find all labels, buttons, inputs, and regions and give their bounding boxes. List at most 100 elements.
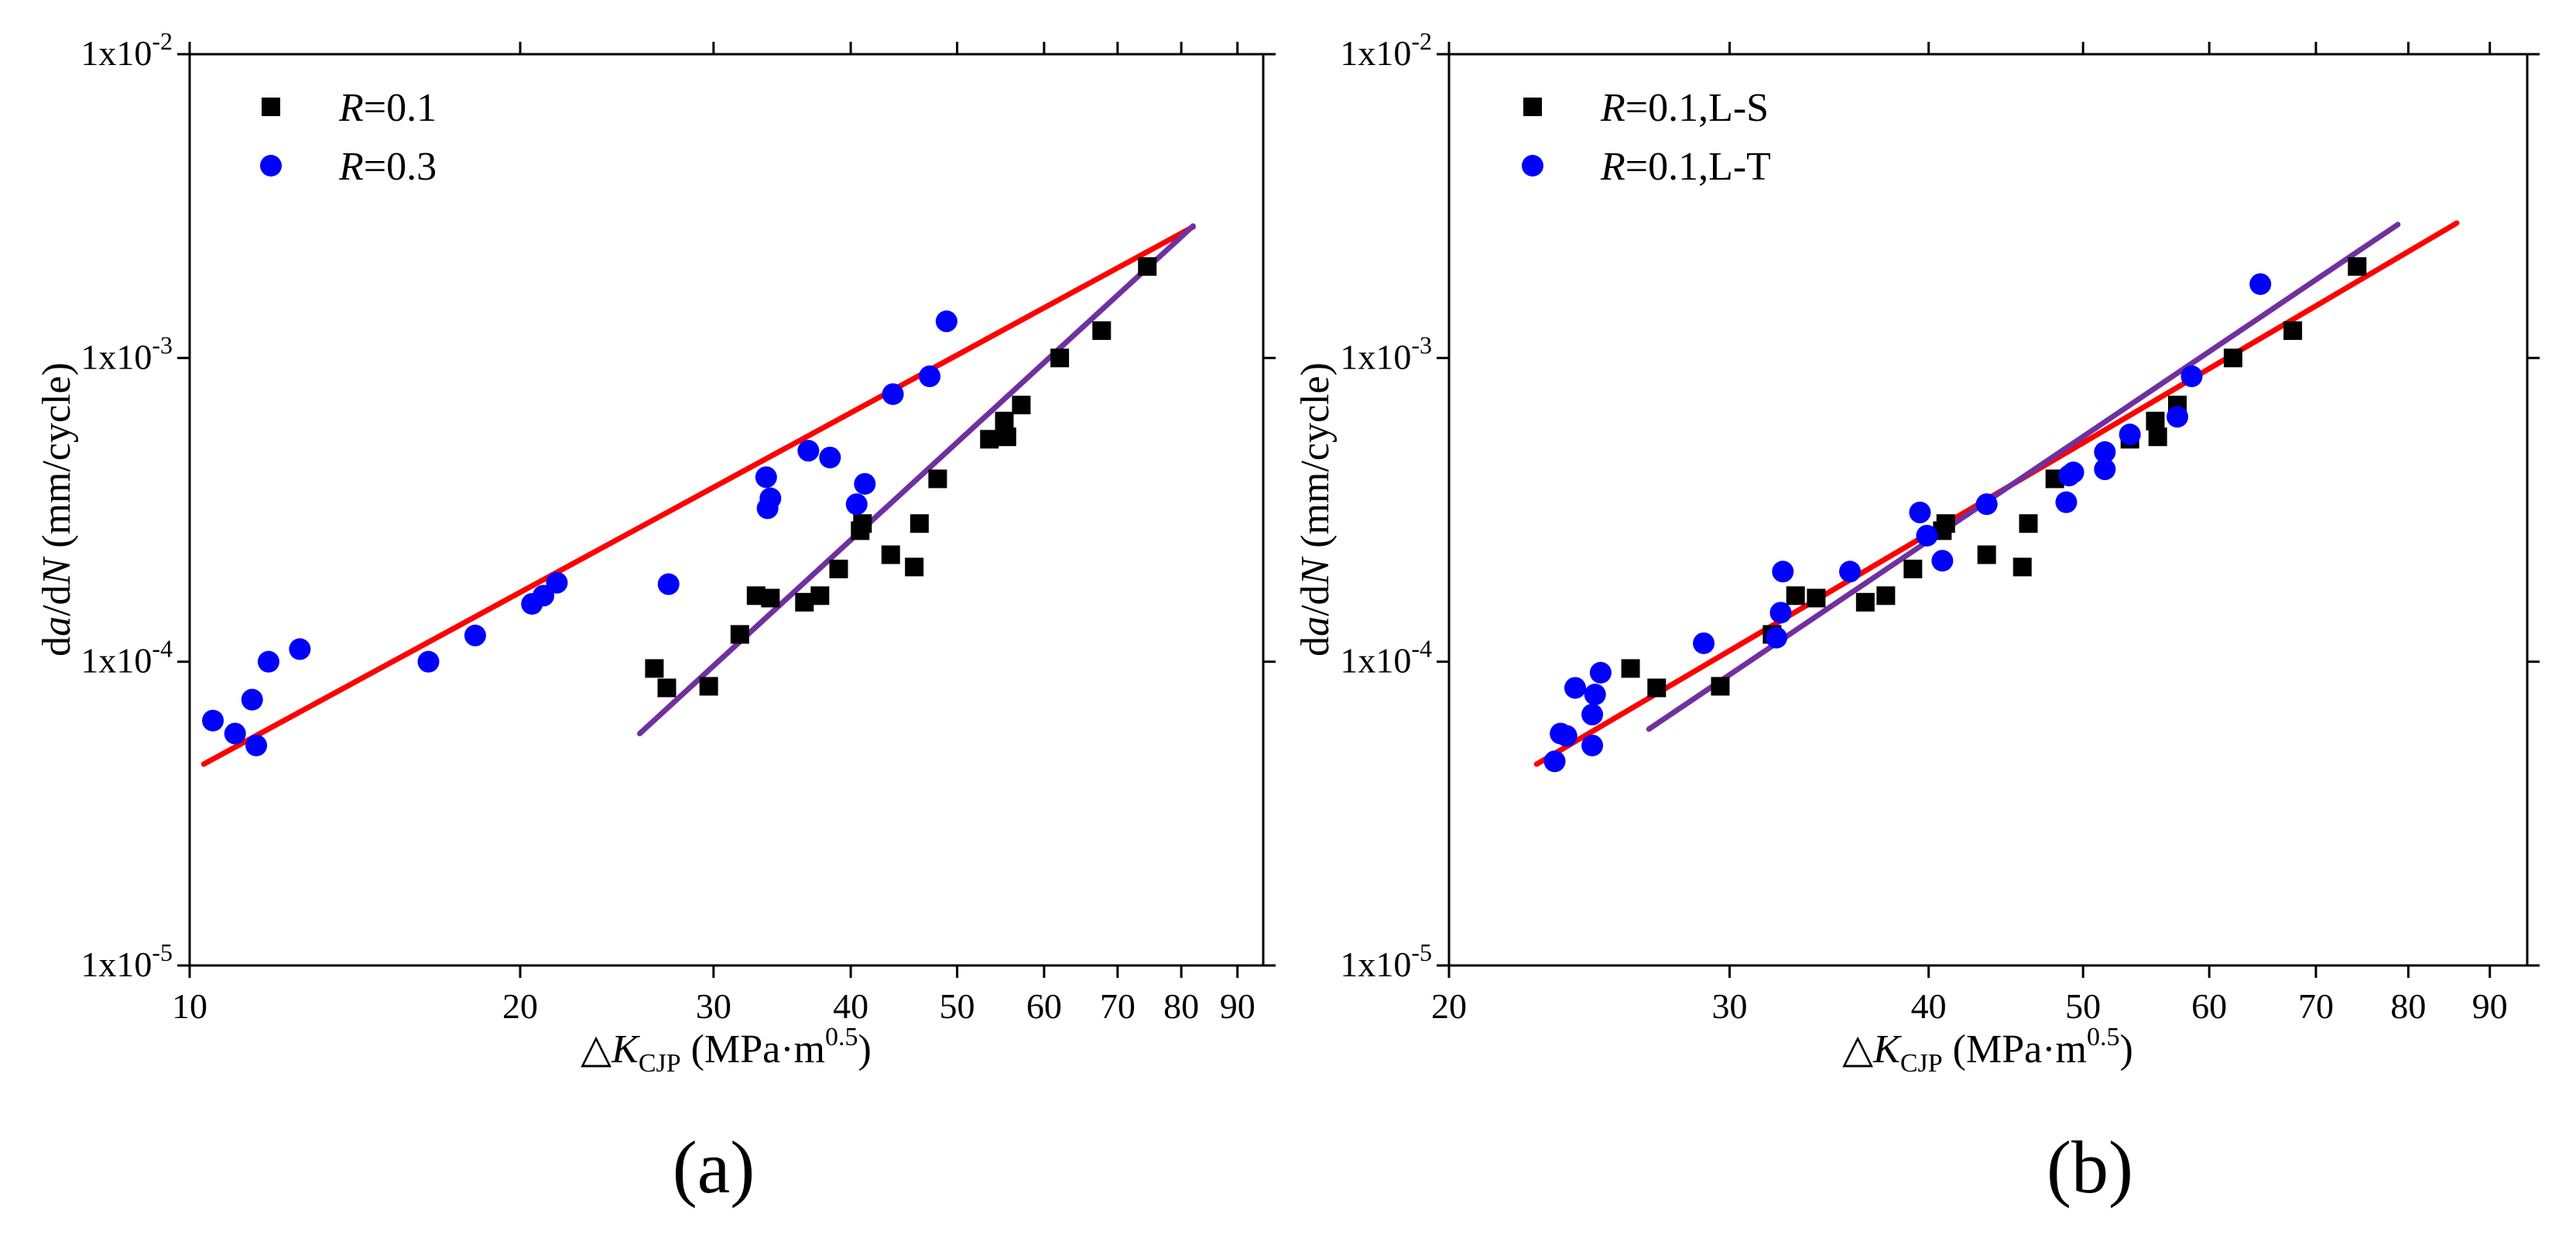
y-tick-base: 1x10 <box>1340 641 1411 681</box>
legend-marker-circle <box>260 155 282 177</box>
data-point-circle <box>759 487 782 509</box>
x-tick-label: 30 <box>696 986 731 1026</box>
data-point-circle <box>241 688 263 711</box>
x-label-superscript: 0.5 <box>2087 1023 2120 1051</box>
data-point-circle <box>1584 684 1606 706</box>
plot-frame <box>188 53 1265 967</box>
data-point-circle <box>257 650 279 673</box>
legend-label: R=0.1,L-S <box>1600 86 1769 130</box>
data-point-circle <box>202 709 224 732</box>
data-point-square <box>699 677 718 696</box>
y-label-units: (mm/cycle) <box>35 362 79 558</box>
data-point-square <box>928 469 947 489</box>
x-tick-label: 20 <box>502 986 538 1026</box>
data-point-circle <box>2062 461 2084 484</box>
data-point-circle <box>854 472 876 495</box>
y-label-n: N <box>35 555 79 585</box>
data-point-circle <box>1769 602 1792 624</box>
data-point-square <box>997 427 1016 447</box>
x-tick-label: 70 <box>2298 986 2334 1026</box>
y-axis-label: da/dN (mm/cycle) <box>1293 362 1338 657</box>
data-point-circle <box>2094 458 2116 481</box>
purple-fit-line <box>1646 221 2401 732</box>
data-point-square <box>795 592 814 612</box>
data-point-circle <box>2249 273 2272 295</box>
legend-marker-square <box>1523 98 1542 116</box>
data-point-square <box>1711 677 1730 696</box>
data-point-circle <box>1589 661 1612 684</box>
data-point-circle <box>2094 441 2116 463</box>
y-tick-label: 1x10-4 <box>80 635 173 681</box>
data-point-circle <box>2167 406 2189 428</box>
data-point-circle <box>224 722 246 745</box>
legend-label: R=0.3 <box>338 145 437 189</box>
legend-label-rest: =0.1 <box>364 86 437 130</box>
y-tick-base: 1x10 <box>80 641 152 681</box>
series-circles <box>1543 273 2272 773</box>
x-tick-label: 90 <box>2472 986 2508 1026</box>
y-tick-exponent: -2 <box>1411 27 1432 55</box>
legend-label-italic: R <box>338 86 364 130</box>
x-tick-label: 40 <box>833 986 868 1026</box>
panel-label: (b) <box>2047 1126 2133 1209</box>
data-point-square <box>2148 427 2167 447</box>
legend-label-italic: R <box>1600 145 1625 189</box>
y-axis-label: da/dN (mm/cycle) <box>35 362 79 657</box>
x-label-units: (MPa·m <box>681 1027 825 1072</box>
data-point-square <box>2223 348 2242 368</box>
y-tick-base: 1x10 <box>1340 33 1411 73</box>
data-point-square <box>1855 592 1875 612</box>
y-tick-exponent: -5 <box>1411 938 1432 966</box>
data-point-circle <box>546 571 568 594</box>
y-tick-label: 1x10-2 <box>1340 27 1432 73</box>
data-point-circle <box>845 493 868 516</box>
data-point-circle <box>2180 365 2203 388</box>
data-point-square <box>1903 559 1923 578</box>
y-label-slash-d: /d <box>1293 585 1338 616</box>
fit-lines <box>1533 220 2460 767</box>
data-point-square <box>909 514 929 533</box>
x-label-subscript: CJP <box>639 1049 681 1078</box>
chart-panel-a: 10 20 30 40 50 60 70 80 901x10-51x10-41x10-31x10… <box>35 27 1276 1209</box>
data-point-square <box>1012 396 1031 415</box>
data-point-square <box>1786 586 1805 605</box>
data-point-square <box>829 559 848 578</box>
x-label-k: K <box>1872 1027 1902 1072</box>
data-point-circle <box>819 446 841 468</box>
y-label-units: (mm/cycle) <box>1293 362 1338 558</box>
y-label-a: a <box>35 616 79 636</box>
y-tick-base: 1x10 <box>80 337 152 376</box>
y-tick-exponent: -2 <box>152 27 173 55</box>
y-tick-exponent: -4 <box>1411 635 1432 663</box>
y-tick-label: 1x10-5 <box>80 938 173 984</box>
data-point-square <box>1647 678 1667 698</box>
data-point-circle <box>882 383 904 406</box>
data-point-circle <box>464 624 486 646</box>
x-tick-label: 60 <box>1026 986 1062 1026</box>
data-point-square <box>1936 514 1955 533</box>
plot-frame <box>1447 53 2529 967</box>
y-tick-label: 1x10-2 <box>80 27 173 73</box>
data-point-circle <box>1975 493 1998 516</box>
data-point-circle <box>1839 561 1862 583</box>
data-point-circle <box>533 585 555 607</box>
y-label-d: d <box>1293 636 1338 657</box>
x-tick-label: 50 <box>2065 986 2101 1026</box>
x-label-delta: △ <box>1842 1027 1873 1072</box>
series-squares <box>645 257 1157 698</box>
x-label-superscript: 0.5 <box>825 1023 858 1051</box>
y-tick-label: 1x10-3 <box>1340 331 1432 376</box>
data-point-circle <box>2055 491 2078 513</box>
data-point-circle <box>1555 725 1577 747</box>
x-tick-label: 80 <box>1163 986 1199 1026</box>
chart-panel-b: 20 30 40 50 60 70 80 901x10-51x10-41x10-31x10-2… <box>1293 27 2540 1209</box>
x-tick-label: 20 <box>1431 986 1467 1026</box>
x-tick-label: 40 <box>1911 986 1947 1026</box>
data-point-circle <box>1909 501 1931 523</box>
x-tick-label: 30 <box>1711 986 1747 1026</box>
legend-label-rest: =0.1,L-T <box>1625 145 1771 189</box>
legend: R=0.1,L-S R=0.1,L-T <box>1522 86 1771 189</box>
data-point-circle <box>289 638 311 660</box>
legend-marker-square <box>262 98 280 116</box>
y-tick-exponent: -4 <box>152 635 173 663</box>
